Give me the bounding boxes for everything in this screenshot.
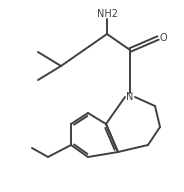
- Text: N: N: [126, 92, 134, 102]
- Text: NH2: NH2: [96, 9, 118, 19]
- Text: O: O: [159, 33, 167, 43]
